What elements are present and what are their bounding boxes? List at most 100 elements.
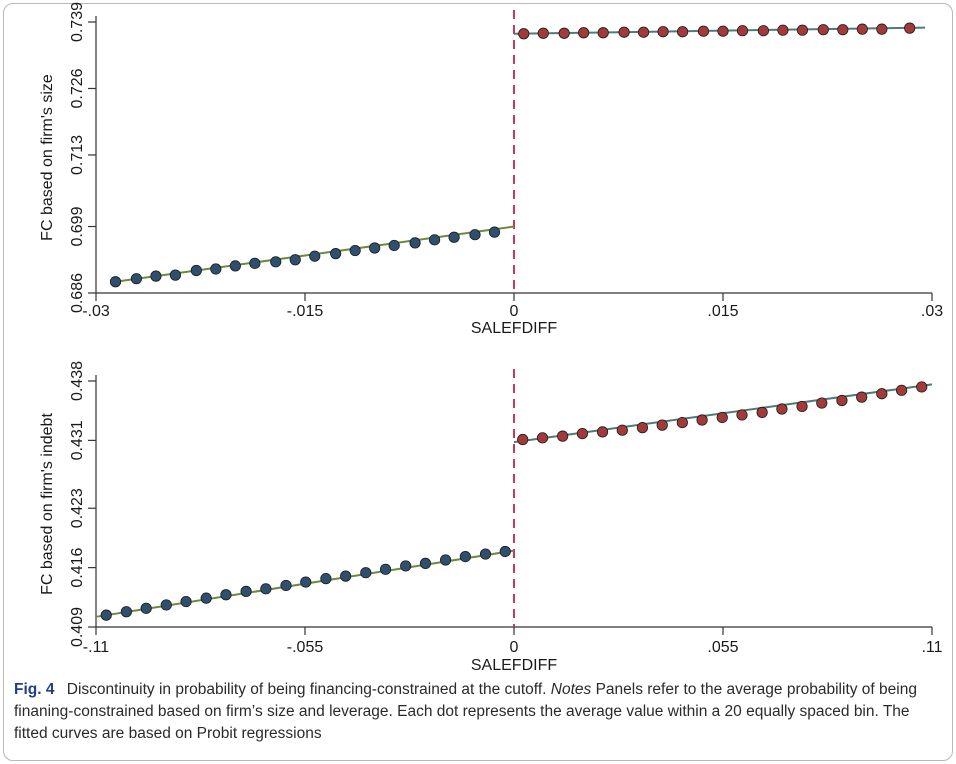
data-point-right <box>736 25 749 37</box>
x-tick-label: -.055 <box>287 639 324 656</box>
data-point-right <box>757 25 770 37</box>
x-tick-label: 0 <box>510 639 519 656</box>
y-tick-label: 0.699 <box>69 206 86 246</box>
y-tick-label: 0.416 <box>69 548 86 588</box>
data-point-left <box>330 248 342 260</box>
data-point-right <box>578 27 590 39</box>
data-point-left <box>300 576 312 588</box>
data-point-right <box>837 24 849 36</box>
data-point-right <box>777 24 789 36</box>
data-point-left <box>439 554 452 566</box>
caption-text-1: Discontinuity in probability of being fi… <box>66 681 547 698</box>
y-tick-label: 0.423 <box>69 488 86 528</box>
x-tick-label: -.11 <box>83 639 109 656</box>
data-point-right <box>518 28 530 40</box>
data-point-left <box>260 583 272 595</box>
data-point-left <box>469 229 481 241</box>
data-point-left <box>190 264 202 277</box>
caption-text-2: Panels refer to the average probability … <box>14 681 917 742</box>
data-point-left <box>200 592 212 604</box>
data-point-right <box>776 403 788 415</box>
data-point-left <box>280 579 292 592</box>
data-point-left <box>249 257 261 269</box>
data-point-left <box>400 560 412 572</box>
data-point-right <box>536 432 549 444</box>
data-point-right <box>717 25 729 37</box>
data-point-left <box>409 237 421 249</box>
data-point-right <box>895 384 908 396</box>
data-point-right <box>517 433 529 446</box>
data-point-left <box>309 250 321 262</box>
y-axis-title: FC based on firm's size <box>39 74 56 241</box>
data-point-right <box>656 419 668 431</box>
x-tick-label: 0 <box>510 303 519 320</box>
data-point-left <box>488 226 501 238</box>
data-point-right <box>796 400 808 413</box>
data-point-left <box>140 602 152 614</box>
x-axis-title: SALEFDIFF <box>471 657 557 674</box>
data-point-left <box>130 273 143 285</box>
data-point-right <box>616 424 628 436</box>
y-tick-label: 0.686 <box>69 273 86 313</box>
y-tick-label: 0.713 <box>69 135 86 175</box>
data-point-right <box>597 27 609 39</box>
data-point-left <box>220 589 232 601</box>
data-point-right <box>904 22 916 34</box>
data-point-right <box>736 409 748 421</box>
data-point-right <box>697 25 710 37</box>
figure-label: Fig. 4 <box>14 681 55 698</box>
data-point-left <box>229 260 241 272</box>
data-point-right <box>696 414 708 426</box>
y-tick-label: 0.438 <box>69 361 86 401</box>
figure-caption: Fig. 4 Discontinuity in probability of b… <box>14 679 934 745</box>
data-point-left <box>180 595 192 608</box>
y-tick-label: 0.739 <box>69 2 86 42</box>
data-point-left <box>428 234 441 246</box>
data-point-right <box>558 27 570 39</box>
x-tick-label: -.03 <box>82 303 110 320</box>
data-point-left <box>240 585 252 597</box>
x-axis-title: SALEFDIFF <box>471 320 557 337</box>
data-point-left <box>270 256 282 268</box>
data-point-left <box>210 263 222 275</box>
data-point-right <box>657 26 669 38</box>
data-point-left <box>100 609 112 621</box>
data-point-right <box>796 24 809 36</box>
data-point-right <box>557 430 569 442</box>
data-point-right <box>816 397 828 409</box>
data-point-right <box>876 23 888 35</box>
y-axis-title: FC based on firm's indebt <box>39 413 56 595</box>
y-tick-label: 0.409 <box>69 607 86 647</box>
data-point-left <box>379 563 392 575</box>
data-point-right <box>836 394 848 407</box>
data-point-left <box>289 254 301 266</box>
data-point-right <box>716 411 728 424</box>
data-point-right <box>856 391 868 403</box>
y-tick-label: 0.431 <box>69 420 86 460</box>
figure-frame <box>3 3 953 761</box>
x-tick-label: -.015 <box>287 303 324 320</box>
data-point-left <box>160 599 172 611</box>
data-point-left <box>320 573 332 585</box>
data-point-left <box>340 570 352 582</box>
y-tick-label: 0.726 <box>69 68 86 108</box>
data-point-left <box>150 270 162 282</box>
data-point-left <box>388 239 400 252</box>
data-point-right <box>676 416 688 429</box>
x-tick-label: .055 <box>707 639 738 656</box>
data-point-left <box>109 276 122 288</box>
data-point-left <box>479 548 492 560</box>
data-point-right <box>756 406 768 418</box>
data-point-right <box>537 27 549 39</box>
data-point-right <box>618 26 630 38</box>
caption-notes-label: Notes <box>550 681 592 698</box>
data-point-left <box>459 550 471 563</box>
chart-panel-2: -.11 -.055 0 .055 .11 0.409 0.416 0.423 0.431 0.4… <box>39 361 943 674</box>
data-point-right <box>876 388 888 400</box>
chart-panel-1: -.03 -.015 0 .015 .03 0.686 0.699 0.713 0.726 0.7… <box>39 2 943 337</box>
data-point-right <box>856 23 868 35</box>
data-point-right <box>576 427 589 440</box>
data-point-left <box>499 545 511 558</box>
data-point-left <box>448 231 460 243</box>
